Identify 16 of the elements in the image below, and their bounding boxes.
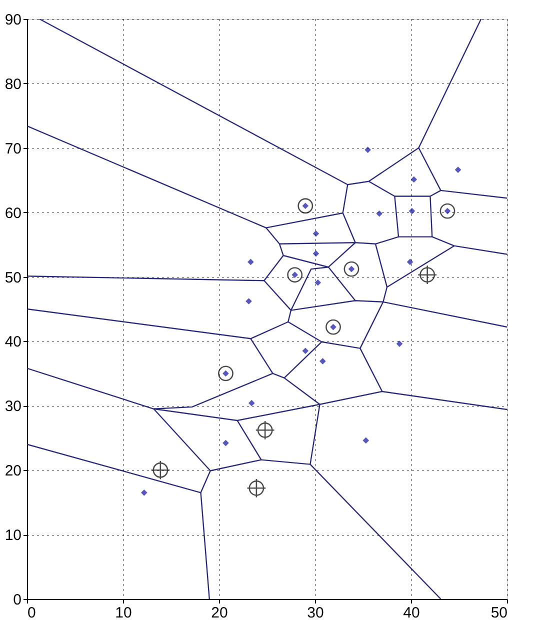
y-tick-label: 80 [4, 76, 22, 93]
y-tick-label: 0 [13, 592, 22, 608]
y-tick-label: 50 [4, 269, 22, 286]
y-tick-label: 30 [4, 398, 22, 416]
y-tick-label: 70 [4, 140, 22, 158]
x-tick-label: 50 [490, 604, 508, 622]
x-tick-label: 20 [211, 604, 228, 622]
y-tick-label: 60 [4, 204, 22, 222]
x-tick-label: 0 [28, 604, 36, 622]
y-tick-label: 10 [4, 527, 22, 544]
x-tick-label: 30 [307, 604, 324, 622]
y-tick-label: 20 [4, 462, 22, 480]
y-tick-label: 40 [4, 334, 22, 351]
y-tick-label: 90 [4, 12, 22, 28]
x-tick-label: 40 [403, 604, 420, 622]
x-tick-label: 10 [115, 604, 132, 622]
